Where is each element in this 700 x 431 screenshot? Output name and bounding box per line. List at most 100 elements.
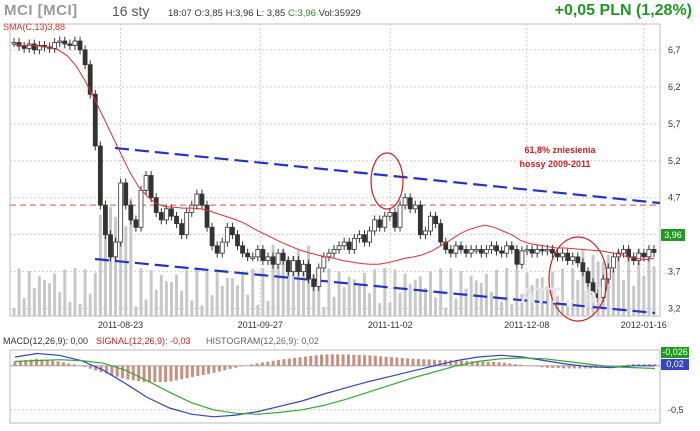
histogram-bar <box>416 359 420 366</box>
candle-body <box>433 215 438 224</box>
histogram-bar <box>470 361 474 366</box>
volume-bar <box>429 271 433 316</box>
histogram-bar <box>207 365 211 374</box>
volume-bar <box>261 268 265 316</box>
volume-bar <box>332 296 336 316</box>
histogram-bar <box>147 365 151 383</box>
volume-bar <box>373 269 377 316</box>
candle-body <box>158 212 164 221</box>
volume-bar <box>154 289 158 316</box>
volume-bar <box>22 297 26 316</box>
volume-bar <box>63 269 67 316</box>
candle-body <box>321 256 327 269</box>
histogram-bar <box>481 361 485 366</box>
volume-bar <box>266 300 270 316</box>
candle-body <box>301 263 306 273</box>
histogram-bar <box>266 361 270 366</box>
histogram-bar <box>567 365 571 369</box>
candle-body <box>311 278 317 287</box>
histogram-bar <box>94 365 98 371</box>
candle-body <box>148 175 154 199</box>
candle-body <box>280 252 286 261</box>
histogram-bar <box>228 365 232 369</box>
histogram-bar <box>287 358 291 366</box>
volume-bar <box>195 268 199 316</box>
candle-body <box>204 204 210 228</box>
candle-body <box>163 208 169 221</box>
quote-close: C:3,96 <box>287 8 316 19</box>
candle-body <box>82 49 88 66</box>
y-tick-label: 4,7 <box>668 193 681 203</box>
candle-body <box>595 293 601 298</box>
volume-bar <box>616 250 620 316</box>
candle-body <box>397 204 403 228</box>
histogram-bar <box>427 359 431 366</box>
quote-low: L: 3,85 <box>256 8 286 19</box>
histogram-bar <box>384 356 388 366</box>
volume-bar <box>225 277 229 316</box>
candle-body <box>275 252 281 265</box>
histogram-bar <box>621 365 625 366</box>
y-tick-label: 5,7 <box>668 119 681 129</box>
candle-body <box>285 260 291 273</box>
volume-bar <box>190 300 194 316</box>
volume-bar <box>78 303 82 316</box>
histogram-bar <box>153 365 157 383</box>
candle-body <box>519 250 525 265</box>
candle-body <box>555 252 560 258</box>
candle-body <box>560 252 565 258</box>
volume-bar <box>469 275 473 316</box>
candle-body <box>514 249 520 265</box>
volume-bar <box>581 250 585 316</box>
histogram-bar <box>357 354 361 366</box>
histogram-bar <box>185 365 189 379</box>
histogram-bar <box>255 363 259 366</box>
quote-volume: Vol:35929 <box>318 8 361 19</box>
volume-bar <box>83 269 87 316</box>
histogram-bar <box>18 360 22 366</box>
candle-body <box>544 249 550 252</box>
quote-high: H:3,96 <box>225 8 254 19</box>
candle-body <box>367 230 372 243</box>
macd-panel: -0,5 <box>9 349 684 424</box>
histogram-bar <box>126 365 130 380</box>
volume-bar <box>520 294 524 316</box>
volume-bar <box>403 273 407 316</box>
volume-bar <box>134 306 138 316</box>
quote-time: 18:07 <box>168 8 192 19</box>
histogram-bar <box>325 354 329 366</box>
volume-bar <box>114 216 118 316</box>
x-tick-label: 2011-08-23 <box>98 320 143 330</box>
volume-bar <box>17 268 21 316</box>
histogram-bar <box>250 364 254 366</box>
volume-bar <box>149 270 153 316</box>
macd-y-tick: -0,5 <box>668 405 684 415</box>
macd-badge-top-bg <box>661 347 689 358</box>
histogram-bar <box>400 357 404 366</box>
candle-body <box>473 249 479 252</box>
candle-body <box>174 215 179 224</box>
candle-body <box>123 182 129 206</box>
candle-body <box>372 219 378 232</box>
macd-frame <box>9 349 661 424</box>
volume-bar <box>444 307 448 316</box>
histogram-bar <box>83 365 87 368</box>
candle-body <box>77 40 83 51</box>
candle-body <box>143 175 149 191</box>
candle-body <box>11 42 17 45</box>
candle-body <box>250 256 256 259</box>
histogram-bar <box>78 365 82 366</box>
candle-body <box>585 271 591 284</box>
candle-body <box>296 260 301 273</box>
candle-body <box>463 249 469 254</box>
histogram-bar <box>535 365 539 367</box>
histogram-bar <box>540 365 544 368</box>
last-price-badge: 3,96 <box>664 230 682 240</box>
histogram-bar <box>572 365 576 369</box>
candle-body <box>97 145 103 206</box>
volume-bar <box>205 268 209 316</box>
candle-body <box>133 219 139 228</box>
candle-body <box>169 208 174 217</box>
volume-bar <box>464 288 468 316</box>
volume-bar <box>388 302 392 316</box>
